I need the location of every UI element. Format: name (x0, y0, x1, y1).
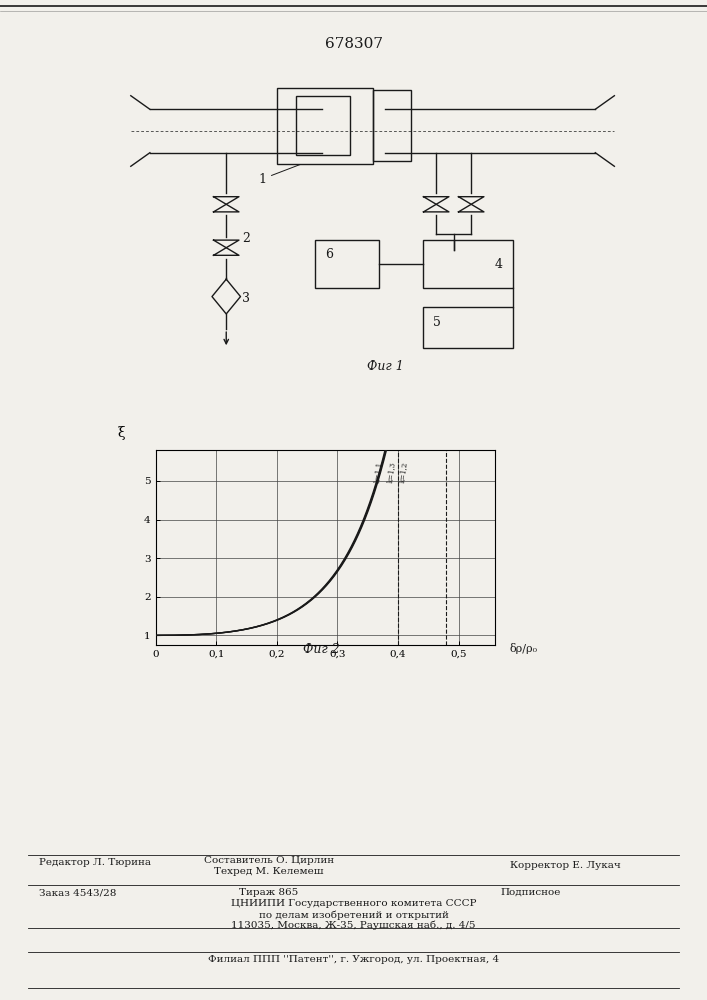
Text: 2: 2 (243, 232, 250, 245)
Text: 113035, Москва, Ж-35, Раушская наб., д. 4/5: 113035, Москва, Ж-35, Раушская наб., д. … (231, 921, 476, 930)
Text: 5: 5 (433, 316, 441, 329)
Text: k=1,3: k=1,3 (387, 461, 397, 483)
Text: Заказ 4543/28: Заказ 4543/28 (39, 888, 116, 897)
Text: Филиал ППП ''Патент'', г. Ужгород, ул. Проектная, 4: Филиал ППП ''Патент'', г. Ужгород, ул. П… (208, 955, 499, 964)
Bar (296, 96, 351, 155)
Bar (423, 240, 513, 288)
Text: ЦНИИПИ Государственного комитета СССР: ЦНИИПИ Государственного комитета СССР (230, 899, 477, 908)
Text: 678307: 678307 (325, 37, 382, 51)
Text: δρ/ρ₀: δρ/ρ₀ (509, 643, 537, 654)
Bar (373, 90, 411, 161)
Bar (277, 88, 373, 164)
Bar (315, 240, 379, 288)
Text: 1: 1 (258, 165, 300, 186)
Text: 3: 3 (243, 292, 250, 305)
Text: Редактор Л. Тюрина: Редактор Л. Тюрина (39, 858, 151, 867)
Text: Тираж 865: Тираж 865 (239, 888, 298, 897)
Text: Составитель О. Цирлин: Составитель О. Цирлин (204, 856, 334, 865)
Text: 4: 4 (495, 257, 503, 270)
Text: Техред М. Келемеш: Техред М. Келемеш (214, 867, 323, 876)
Text: по делам изобретений и открытий: по делам изобретений и открытий (259, 910, 448, 920)
Bar (423, 307, 513, 348)
Text: 6: 6 (325, 248, 333, 261)
Text: Фиг 2: Фиг 2 (303, 643, 340, 656)
Text: k=1,2: k=1,2 (399, 461, 409, 483)
Text: Подписное: Подписное (500, 888, 561, 897)
Text: Корректор Е. Лукач: Корректор Е. Лукач (510, 861, 621, 870)
Y-axis label: ξ: ξ (118, 426, 125, 440)
Text: Фиг 1: Фиг 1 (367, 360, 404, 373)
Text: k=1,1: k=1,1 (373, 461, 384, 483)
